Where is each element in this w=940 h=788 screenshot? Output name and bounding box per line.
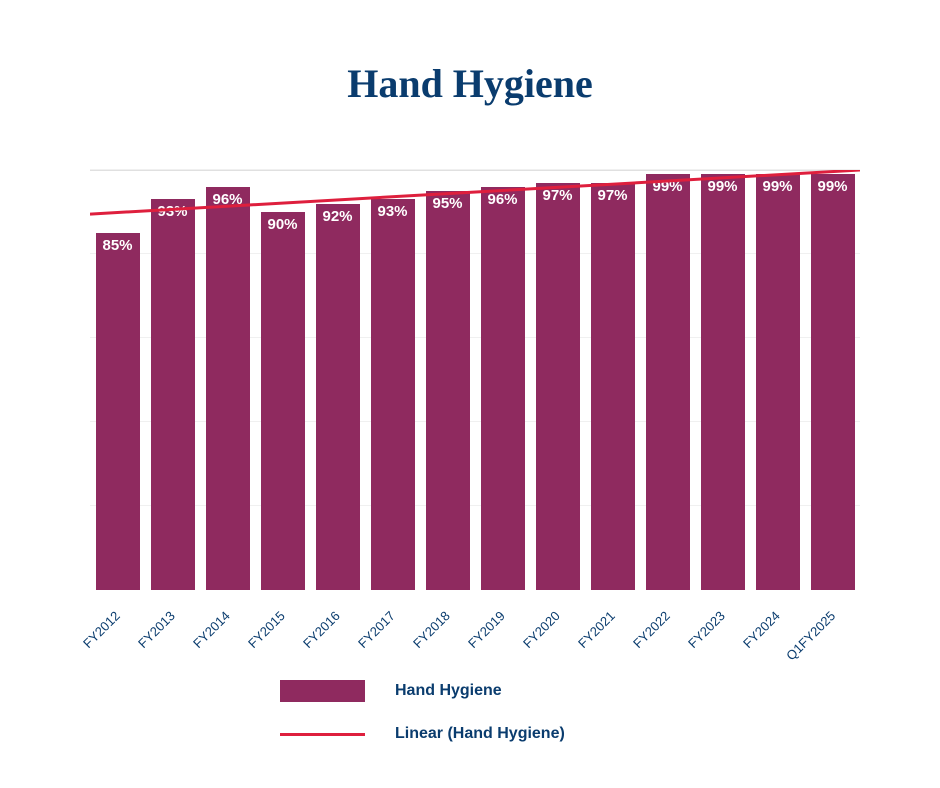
bar-value-label: 97% <box>591 187 635 204</box>
bar: 85% <box>96 233 140 590</box>
bar: 90% <box>261 212 305 590</box>
bar-value-label: 97% <box>536 187 580 204</box>
bar-value-label: 92% <box>316 208 360 225</box>
x-axis-label: FY2018 <box>410 608 453 651</box>
bar: 92% <box>316 204 360 590</box>
bar: 99% <box>646 174 690 590</box>
bar: 96% <box>481 187 525 590</box>
x-axis-label: Q1FY2025 <box>783 608 838 663</box>
x-axis-label: FY2021 <box>575 608 618 651</box>
legend-swatch-bar <box>280 680 365 702</box>
bar: 99% <box>756 174 800 590</box>
bar-value-label: 96% <box>206 191 250 208</box>
bar-value-label: 99% <box>646 178 690 195</box>
x-axis-label: FY2016 <box>300 608 343 651</box>
bar: 95% <box>426 191 470 590</box>
bar-value-label: 93% <box>151 203 195 220</box>
chart-title: Hand Hygiene <box>0 0 940 107</box>
x-axis-label: FY2013 <box>135 608 178 651</box>
bar-value-label: 99% <box>701 178 745 195</box>
bar: 99% <box>811 174 855 590</box>
x-axis-label: FY2024 <box>740 608 783 651</box>
gridline <box>90 169 860 170</box>
bar: 97% <box>591 183 635 590</box>
plot-area: 85% 93% 96% 90% 92% 93% 95% 96% 97% 97% 99% 99% 99% 9… <box>90 170 860 590</box>
legend-item-bar: Hand Hygiene <box>280 680 720 702</box>
bar: 93% <box>151 199 195 590</box>
bar: 97% <box>536 183 580 590</box>
x-axis-label: FY2023 <box>685 608 728 651</box>
legend-item-trend: Linear (Hand Hygiene) <box>280 725 720 743</box>
bar-value-label: 99% <box>811 178 855 195</box>
x-axis-labels: FY2012FY2013FY2014FY2015FY2016FY2017FY20… <box>90 600 860 670</box>
x-axis-label: FY2020 <box>520 608 563 651</box>
legend-label-trend: Linear (Hand Hygiene) <box>395 725 565 743</box>
x-axis-label: FY2019 <box>465 608 508 651</box>
bar-value-label: 96% <box>481 191 525 208</box>
x-axis-label: FY2022 <box>630 608 673 651</box>
bar: 96% <box>206 187 250 590</box>
x-axis-label: FY2017 <box>355 608 398 651</box>
bar-value-label: 85% <box>96 237 140 254</box>
bar: 93% <box>371 199 415 590</box>
bar-value-label: 90% <box>261 216 305 233</box>
x-axis-label: FY2015 <box>245 608 288 651</box>
x-axis-label: FY2014 <box>190 608 233 651</box>
bar-value-label: 99% <box>756 178 800 195</box>
legend-label-bar: Hand Hygiene <box>395 682 502 700</box>
legend-swatch-line <box>280 733 365 736</box>
x-axis-label: FY2012 <box>80 608 123 651</box>
bar: 99% <box>701 174 745 590</box>
bar-value-label: 93% <box>371 203 415 220</box>
bar-value-label: 95% <box>426 195 470 212</box>
chart-area: 85% 93% 96% 90% 92% 93% 95% 96% 97% 97% 99% 99% 99% 9… <box>90 170 860 590</box>
